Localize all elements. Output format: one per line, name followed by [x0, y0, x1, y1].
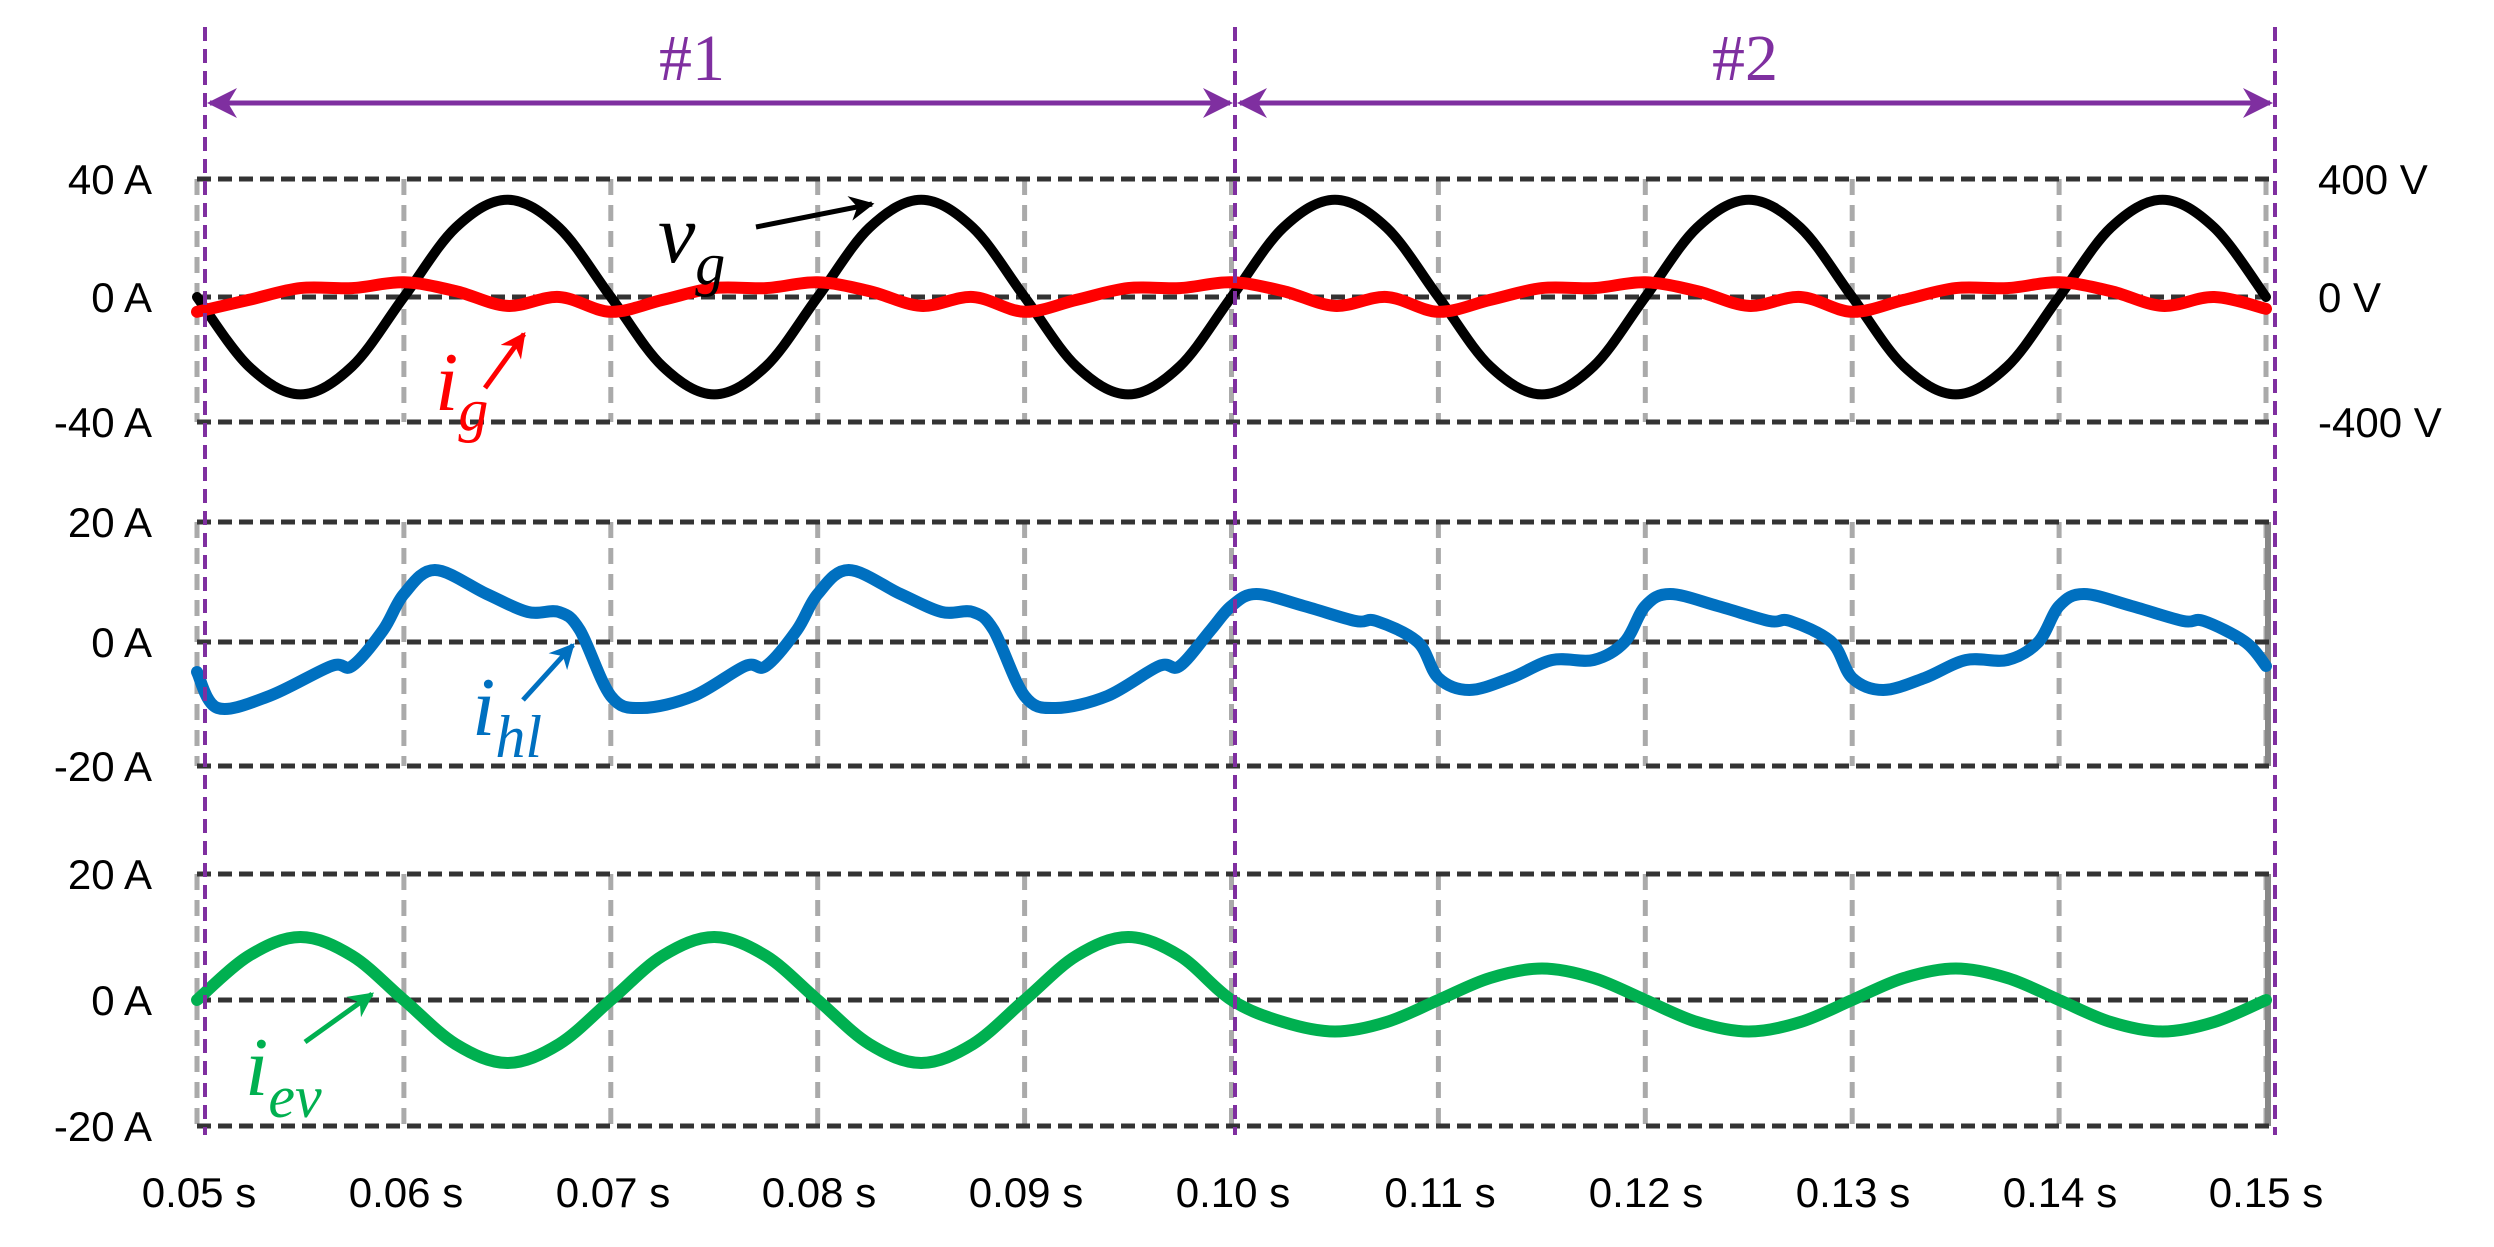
x-tick: 0.15 s — [2209, 1169, 2323, 1216]
iev-arrow-icon — [303, 991, 375, 1045]
segment-markers: #1 #2 — [203, 22, 2277, 1135]
x-tick: 0.14 s — [2003, 1169, 2117, 1216]
y-tick: 0 A — [91, 619, 152, 666]
y-tick-right: 400 V — [2318, 156, 2428, 203]
x-tick: 0.13 s — [1796, 1169, 1910, 1216]
x-tick: 0.11 s — [1384, 1169, 1495, 1216]
x-tick: 0.06 s — [349, 1169, 463, 1216]
y-tick: -40 A — [54, 399, 152, 446]
x-tick: 0.10 s — [1176, 1169, 1290, 1216]
y-tick-right: -400 V — [2318, 399, 2442, 446]
vg-arrow-icon — [755, 196, 875, 230]
y-tick: 20 A — [68, 499, 152, 546]
x-tick: 0.07 s — [556, 1169, 670, 1216]
y-axis-left-panel-1: 40 A 0 A -40 A — [54, 156, 152, 446]
segment-2-label: #2 — [1712, 22, 1778, 95]
ihl-label: ihl — [472, 661, 542, 770]
x-axis: 0.05 s 0.06 s 0.07 s 0.08 s 0.09 s 0.10 … — [142, 1169, 2323, 1216]
y-tick-right: 0 V — [2318, 274, 2381, 321]
y-tick: 0 A — [91, 274, 152, 321]
x-tick: 0.12 s — [1589, 1169, 1703, 1216]
y-axis-right-panel-1: 400 V 0 V -400 V — [2318, 156, 2442, 446]
vg-label: vg — [658, 188, 725, 297]
series-i-hl — [191, 564, 2272, 715]
iev-annotation: iev — [245, 991, 375, 1130]
y-tick: 40 A — [68, 156, 152, 203]
ig-label: ig — [435, 336, 488, 443]
x-tick: 0.05 s — [142, 1169, 256, 1216]
y-tick: -20 A — [54, 1103, 152, 1150]
waveforms — [191, 194, 2272, 1069]
y-tick: -20 A — [54, 743, 152, 790]
iev-label: iev — [245, 1021, 322, 1130]
x-tick: 0.09 s — [969, 1169, 1083, 1216]
segment-1-label: #1 — [659, 22, 725, 95]
y-axis-left-panel-2: 20 A 0 A -20 A — [54, 499, 152, 790]
ihl-arrow-icon — [521, 643, 575, 702]
x-tick: 0.08 s — [762, 1169, 876, 1216]
series-i-g — [191, 276, 2272, 318]
y-tick: 0 A — [91, 977, 152, 1024]
y-tick: 20 A — [68, 851, 152, 898]
ihl-annotation: ihl — [472, 643, 575, 770]
ig-arrow-icon — [482, 331, 527, 390]
series-v-g — [192, 194, 2271, 400]
series-i-ev — [191, 931, 2272, 1069]
ig-annotation: ig — [435, 331, 527, 443]
vg-annotation: vg — [658, 188, 875, 297]
y-axis-left-panel-3: 20 A 0 A -20 A — [54, 851, 152, 1150]
